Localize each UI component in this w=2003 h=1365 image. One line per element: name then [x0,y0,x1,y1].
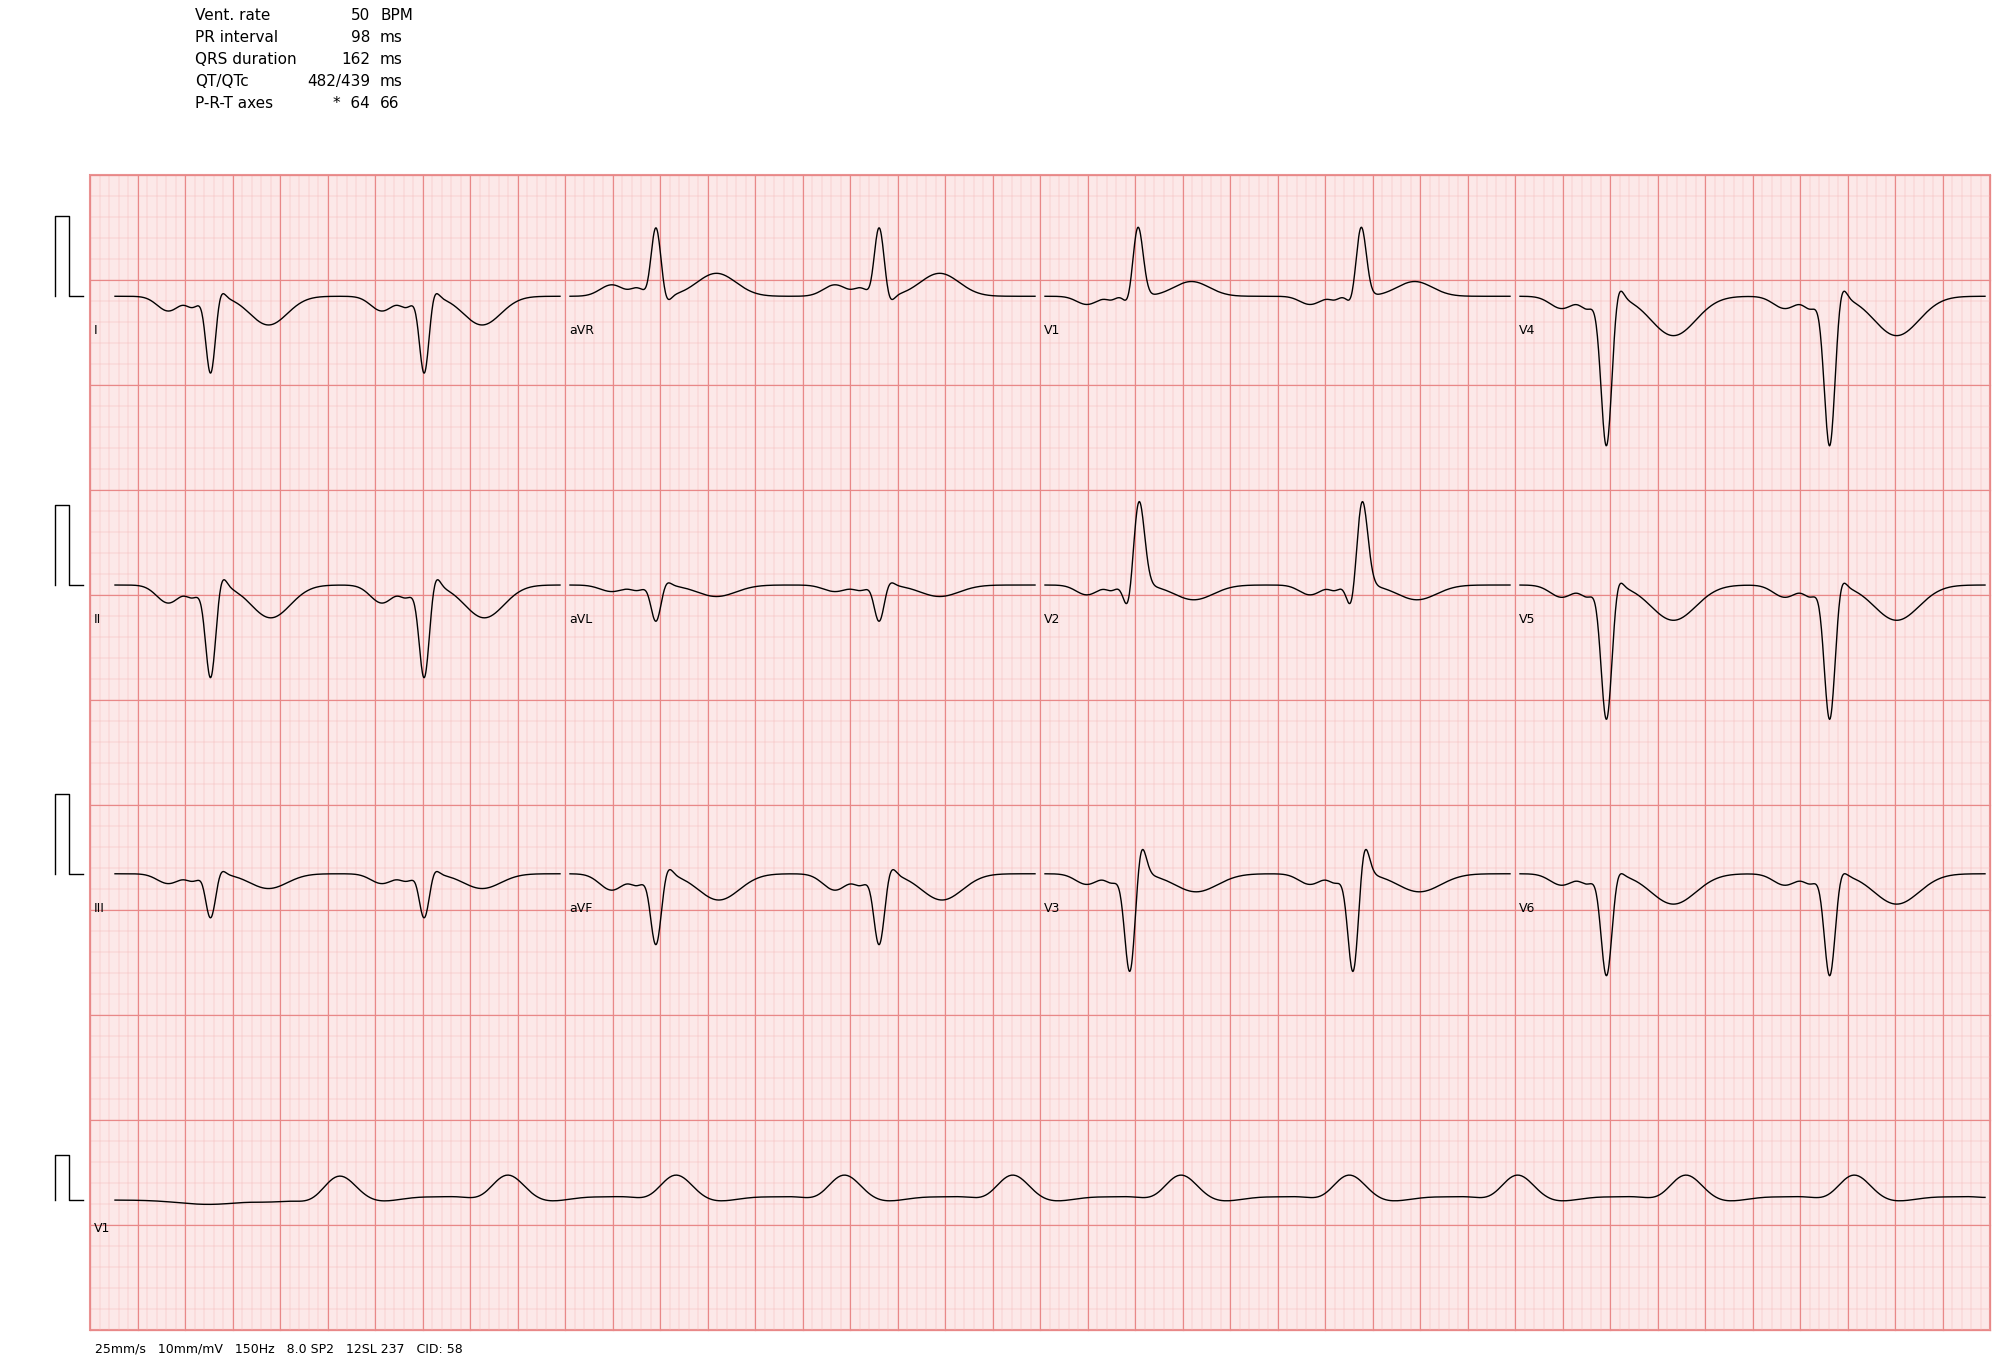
Text: PR interval: PR interval [194,30,278,45]
Text: ms: ms [381,30,403,45]
Text: ms: ms [381,74,403,89]
Text: V5: V5 [1518,613,1536,627]
Text: BPM: BPM [381,8,413,23]
Text: aVR: aVR [569,325,595,337]
Text: aVF: aVF [569,902,593,915]
Text: V2: V2 [1044,613,1060,627]
Text: V3: V3 [1044,902,1060,915]
Bar [90,175,1991,1330]
Text: ms: ms [381,52,403,67]
Text: 162: 162 [341,52,371,67]
Text: QT/QTc: QT/QTc [194,74,248,89]
Text: I: I [94,325,98,337]
Text: III: III [94,902,104,915]
Text: *  64: * 64 [332,96,371,111]
Text: aVL: aVL [569,613,593,627]
Text: 98: 98 [351,30,371,45]
Text: 66: 66 [381,96,399,111]
Text: P-R-T axes: P-R-T axes [194,96,272,111]
Text: Vent. rate: Vent. rate [194,8,270,23]
Text: 25mm/s   10mm/mV   150Hz   8.0 SP2   12SL 237   CID: 58: 25mm/s 10mm/mV 150Hz 8.0 SP2 12SL 237 CI… [94,1342,463,1355]
Text: V1: V1 [1044,325,1060,337]
Text: 482/439: 482/439 [306,74,371,89]
Text: V6: V6 [1518,902,1536,915]
Text: QRS duration: QRS duration [194,52,296,67]
Text: V4: V4 [1518,325,1536,337]
Text: II: II [94,613,102,627]
Text: 50: 50 [351,8,371,23]
Text: V1: V1 [94,1222,110,1235]
